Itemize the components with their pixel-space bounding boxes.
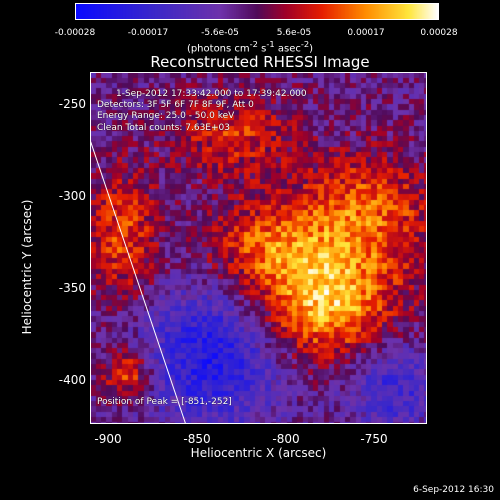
x-tick-label: -850 (183, 432, 211, 446)
colorbar-units: (photons cm-2 s-1 asec-2) (186, 39, 314, 55)
flux-map (91, 73, 426, 423)
colorbar (75, 3, 439, 20)
image-panel: 1-Sep-2012 17:33:42.000 to 17:39:42.000 … (90, 72, 427, 424)
peak-position-label: Position of Peak = [-851,-252] (97, 397, 232, 407)
colorbar-tick: 0.00028 (420, 28, 458, 38)
colorbar-tick: -0.00017 (127, 28, 169, 38)
colorbar-tick: -0.00028 (54, 28, 96, 38)
colorbar-tick: 0.00017 (347, 28, 385, 38)
colorbar-tick: -5.6e-05 (201, 28, 239, 38)
x-axis-label: Heliocentric X (arcsec) (190, 446, 327, 460)
x-tick-label: -800 (272, 432, 300, 446)
y-tick-label: -300 (58, 189, 86, 203)
limb-line (91, 141, 186, 423)
y-tick-label: -400 (58, 373, 86, 387)
timestamp: 6-Sep-2012 16:30 (413, 485, 494, 495)
time-range-label: 1-Sep-2012 17:33:42.000 to 17:39:42.000 (116, 89, 307, 99)
detectors-label: Detectors: 3F 5F 6F 7F 8F 9F, Att 0 (97, 100, 254, 110)
clean-counts-label: Clean Total counts: 7.63E+03 (97, 123, 230, 133)
x-tick-label: -900 (94, 432, 122, 446)
y-axis-label: Heliocentric Y (arcsec) (20, 199, 34, 335)
y-tick-label: -250 (58, 97, 86, 111)
energy-range-label: Energy Range: 25.0 - 50.0 keV (97, 111, 235, 121)
x-tick-label: -750 (360, 432, 388, 446)
y-tick-label: -350 (58, 281, 86, 295)
plot-title: Reconstructed RHESSI Image (150, 53, 370, 71)
colorbar-tick: 5.6e-05 (276, 28, 312, 38)
